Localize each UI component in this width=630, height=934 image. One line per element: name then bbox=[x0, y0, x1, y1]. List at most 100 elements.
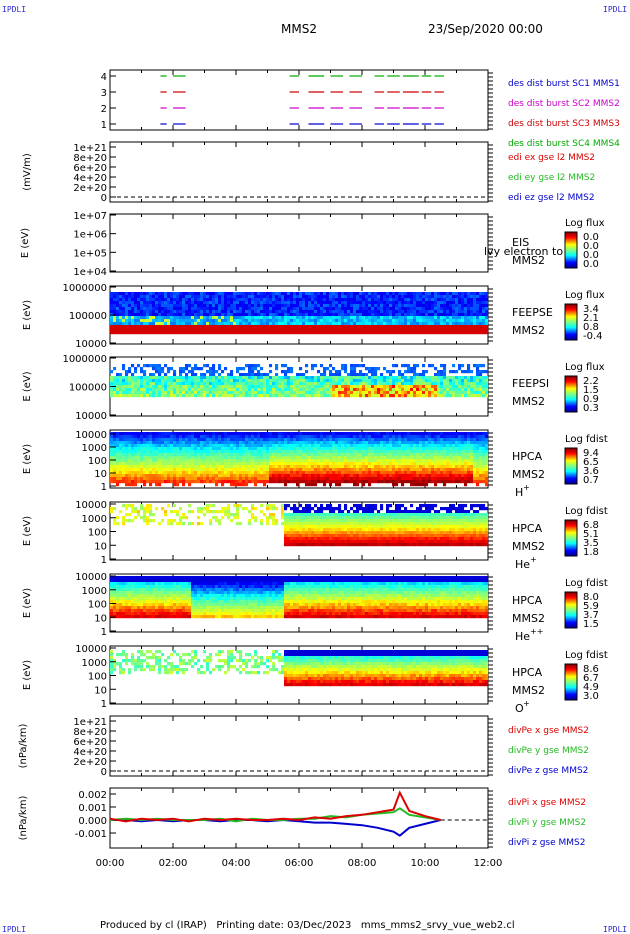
feeps-i-spacecraft-label: MMS2 bbox=[512, 395, 545, 408]
feeps-e-spectrogram bbox=[110, 292, 489, 335]
divpi-legend-1: divPi y gse MMS2 bbox=[508, 818, 586, 828]
divpi-legend-2: divPi z gse MMS2 bbox=[508, 838, 585, 848]
hpca_o-colorbar-tick: 8.6 bbox=[583, 664, 599, 675]
hpca_o-ytick-label: 1 bbox=[101, 699, 107, 710]
hpca_h-ytick-label: 1 bbox=[101, 482, 107, 493]
divpe-legend-1: divPe y gse MMS2 bbox=[508, 746, 589, 756]
hpca_h-colorbar-tick: 0.7 bbox=[583, 475, 599, 486]
eis-spacecraft-label: MMS2 bbox=[512, 254, 545, 267]
divpe-ytick-label: 6e+20 bbox=[73, 737, 107, 748]
burst-ytick-label: 2 bbox=[101, 104, 107, 115]
eis-overlay-label: lvy electron to bbox=[484, 245, 563, 258]
time-tick-label: 08:00 bbox=[348, 858, 377, 869]
burst-legend-3: des dist burst SC4 MMS4 bbox=[508, 139, 620, 149]
feeps_i-colorbar-tick: 0.3 bbox=[583, 403, 599, 414]
hpca_he-colorbar-tick: 5.1 bbox=[583, 529, 599, 540]
hpca_he-colorbar-tick: 3.5 bbox=[583, 538, 599, 549]
feeps-i-instrument-label: FEEPSI bbox=[512, 377, 549, 390]
hpca_hepp-ytick-label: 10000 bbox=[75, 572, 107, 583]
time-tick-label: 02:00 bbox=[159, 858, 188, 869]
divpi-legend-0: divPi x gse MMS2 bbox=[508, 798, 586, 808]
feeps_i-ytick-label: 100000 bbox=[69, 383, 107, 394]
hpca_h-ytick-label: 10000 bbox=[75, 430, 107, 441]
hpca-h-panel-right-ticks bbox=[488, 432, 493, 486]
hpca_hepp-colorbar-tick: 1.5 bbox=[583, 619, 599, 630]
eis-ytick-label: 1e+07 bbox=[73, 211, 107, 222]
feeps_i-colorbar-tick: 2.2 bbox=[583, 376, 599, 387]
hpca-he-species-charge: + bbox=[530, 555, 537, 564]
burst-legend-1: des dist burst SC2 MMS2 bbox=[508, 99, 620, 109]
hpca_h-colorbar-tick: 3.6 bbox=[583, 466, 599, 477]
hpca-h-spacecraft-label: MMS2 bbox=[512, 468, 545, 481]
feeps-e-spacecraft-label: MMS2 bbox=[512, 324, 545, 337]
edi-ytick-label: 2e+20 bbox=[73, 183, 107, 194]
datetime-title: 23/Sep/2020 00:00 bbox=[428, 22, 543, 36]
divpe-legend-0: divPe x gse MMS2 bbox=[508, 726, 589, 736]
hpca-he-species-label: He bbox=[515, 558, 530, 571]
feeps-e-instrument-label: FEEPSE bbox=[512, 306, 553, 319]
hpca-h-species-label: H bbox=[515, 486, 523, 499]
hpca-o-panel-right-ticks bbox=[488, 648, 493, 702]
hpca_he-ylabel: E (eV) bbox=[22, 516, 33, 546]
hpca-he-spacecraft-label: MMS2 bbox=[512, 540, 545, 553]
eis-ytick-label: 1e+05 bbox=[73, 248, 107, 259]
edi-ytick-label: 0 bbox=[101, 193, 107, 204]
time-tick-label: 12:00 bbox=[474, 858, 503, 869]
divpe-panel bbox=[109, 715, 489, 777]
divpe-ytick-label: 1e+21 bbox=[73, 717, 107, 728]
hpca_h-ytick-label: 10 bbox=[94, 469, 107, 480]
eis-colorbar bbox=[564, 231, 578, 269]
hpca_o-ytick-label: 1000 bbox=[82, 658, 107, 669]
divpi-series-x bbox=[109, 790, 441, 823]
hpca_hepp-colorbar bbox=[564, 591, 578, 629]
hpca_o-colorbar-title: Log fdist bbox=[565, 650, 608, 661]
feeps_e-colorbar-tick: 2.1 bbox=[583, 313, 599, 324]
hpca-o-species-label: O bbox=[515, 702, 524, 715]
hpca-hepp-species-charge: ++ bbox=[530, 627, 543, 636]
divpi-panel-right-ticks bbox=[488, 790, 493, 848]
divpe-legend-2: divPe z gse MMS2 bbox=[508, 766, 588, 776]
divpe-panel-right-ticks bbox=[488, 718, 493, 776]
eis-ytick-label: 1e+04 bbox=[73, 267, 107, 278]
burst-ytick-label: 3 bbox=[101, 88, 107, 99]
burst-panel-minor-ticks bbox=[109, 70, 489, 130]
hpca-h-species-charge: + bbox=[523, 483, 530, 492]
hpca_o-ytick-label: 10000 bbox=[75, 644, 107, 655]
hpca_hepp-ytick-label: 1 bbox=[101, 627, 107, 638]
edi-ytick-label: 1e+21 bbox=[73, 143, 107, 154]
hpca-h-instrument-label: HPCA bbox=[512, 450, 543, 463]
burst-ytick-label: 4 bbox=[101, 72, 107, 83]
hpca_hepp-ytick-label: 1000 bbox=[82, 586, 107, 597]
hpca_he-ytick-label: 100 bbox=[88, 528, 107, 539]
hpca_o-ylabel: E (eV) bbox=[22, 660, 33, 690]
feeps_i-colorbar-tick: 0.9 bbox=[583, 394, 599, 405]
burst-legend-0: des dist burst SC1 MMS1 bbox=[508, 79, 620, 89]
burst-panel-right-ticks bbox=[488, 72, 493, 130]
hpca-o-spectrogram bbox=[110, 650, 489, 687]
spacecraft-title: MMS2 bbox=[281, 22, 317, 36]
divpi-ytick-label: 0.001 bbox=[78, 803, 107, 814]
feeps_i-ylabel: E (eV) bbox=[22, 371, 33, 401]
edi-legend-2: edi ez gse l2 MMS2 bbox=[508, 193, 595, 203]
feeps_e-colorbar-tick: -0.4 bbox=[583, 331, 603, 342]
divpe-ylabel: (nPa/km) bbox=[18, 724, 29, 769]
feeps_e-ytick-label: 10000 bbox=[75, 339, 107, 350]
divpi-panel-minor-ticks bbox=[109, 788, 489, 848]
eis-ylabel: E (eV) bbox=[20, 228, 31, 258]
hpca_o-colorbar bbox=[564, 663, 578, 701]
feeps_e-ytick-label: 1000000 bbox=[62, 283, 107, 294]
eis-colorbar-tick: 0.0 bbox=[583, 241, 599, 252]
edi-panel bbox=[109, 141, 489, 203]
hpca-hepp-panel-right-ticks bbox=[488, 576, 493, 630]
eis-colorbar-tick: 0.0 bbox=[583, 250, 599, 261]
hpca_he-ytick-label: 1 bbox=[101, 555, 107, 566]
edi-ytick-label: 6e+20 bbox=[73, 163, 107, 174]
eis-colorbar-title: Log flux bbox=[565, 218, 605, 229]
hpca_h-colorbar-title: Log fdist bbox=[565, 434, 608, 445]
corner-label-bottom-right: IPDLI bbox=[603, 925, 628, 934]
hpca_h-colorbar bbox=[564, 447, 578, 485]
corner-label-top-right: IPDLI bbox=[603, 5, 628, 14]
hpca_o-colorbar-tick: 3.0 bbox=[583, 691, 599, 702]
divpe-ytick-label: 0 bbox=[101, 767, 107, 778]
edi-legend-0: edi ex gse l2 MMS2 bbox=[508, 153, 595, 163]
